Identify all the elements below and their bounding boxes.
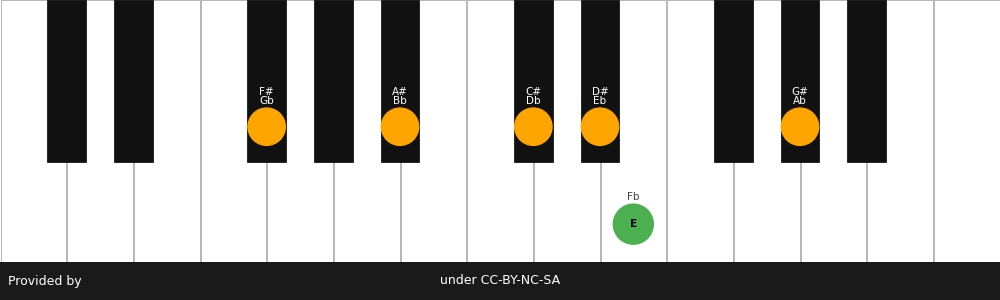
Bar <box>67 0 133 262</box>
Bar <box>400 0 466 262</box>
Bar <box>334 0 400 262</box>
Circle shape <box>781 108 819 146</box>
Text: under CC-BY-NC-SA: under CC-BY-NC-SA <box>440 274 560 287</box>
Bar <box>381 0 419 162</box>
Text: F#: F# <box>259 87 274 97</box>
Text: Db: Db <box>526 96 541 106</box>
Circle shape <box>248 108 285 146</box>
Bar <box>467 0 533 262</box>
Bar <box>667 0 733 262</box>
Circle shape <box>613 204 653 244</box>
Bar <box>934 0 1000 262</box>
Bar <box>867 0 933 262</box>
Text: G#: G# <box>792 87 808 97</box>
Bar <box>267 0 333 262</box>
Bar <box>600 0 666 262</box>
Text: D#: D# <box>592 87 608 97</box>
Bar <box>47 0 86 162</box>
Bar <box>781 0 819 162</box>
Text: Gb: Gb <box>259 96 274 106</box>
Bar <box>0 0 66 262</box>
Circle shape <box>515 108 552 146</box>
Bar <box>514 0 553 162</box>
Bar <box>847 0 886 162</box>
Circle shape <box>581 108 619 146</box>
Bar <box>0 262 1000 300</box>
Bar <box>247 0 286 162</box>
Bar <box>134 0 200 262</box>
Text: A#: A# <box>392 87 408 97</box>
Bar <box>114 0 153 162</box>
Text: Bb: Bb <box>393 96 407 106</box>
Bar <box>734 0 800 262</box>
Text: Provided by: Provided by <box>8 274 82 287</box>
Bar <box>200 0 266 262</box>
Bar <box>314 0 353 162</box>
Bar <box>534 0 600 262</box>
Text: Fb: Fb <box>627 192 640 202</box>
Text: C#: C# <box>525 87 541 97</box>
Text: Ab: Ab <box>793 96 807 106</box>
Text: Eb: Eb <box>593 96 607 106</box>
Text: E: E <box>630 219 637 229</box>
Bar <box>714 0 753 162</box>
Circle shape <box>381 108 419 146</box>
Bar <box>581 0 619 162</box>
Bar <box>800 0 866 262</box>
